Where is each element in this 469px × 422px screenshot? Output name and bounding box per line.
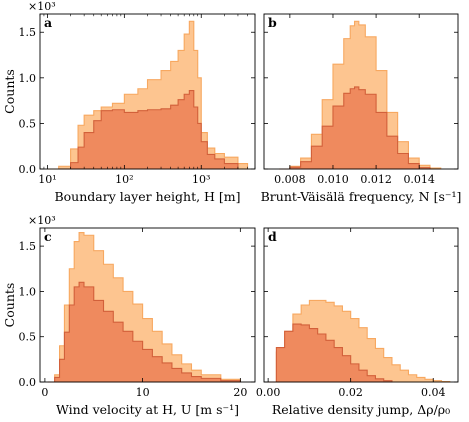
x-tick-label: 0.012: [360, 173, 392, 186]
axes-frame: [263, 13, 459, 170]
x-tick-label: 0: [41, 386, 48, 399]
panel-label: b: [268, 15, 277, 30]
x-axis-label: Brunt-Väisälä frequency, N [s⁻¹]: [261, 189, 462, 204]
x-tick-label: 0.00: [256, 386, 281, 399]
x-tick-label: 0.010: [317, 173, 349, 186]
y-multiplier: ×10³: [28, 0, 56, 13]
y-tick-label: 1.5: [19, 26, 37, 39]
x-axis-label: Relative density jump, Δρ/ρ₀: [272, 402, 450, 417]
y-tick-label: 0.5: [19, 117, 37, 130]
x-tick-label: 10²: [115, 173, 133, 186]
panel-c: 0 10 20 0.0 0.5 1.0 1.5 c Wind velocity at H, U …: [2, 214, 256, 417]
x-tick-label: 10³: [192, 173, 210, 186]
y-tick-label: 0.5: [19, 331, 37, 344]
histogram-subset: [279, 86, 431, 170]
histogram-subset: [58, 90, 239, 170]
y-tick-label: 1.0: [19, 72, 37, 85]
histogram-subset: [268, 323, 393, 383]
y-axis-label: Counts: [2, 69, 17, 114]
x-axis-label: Wind velocity at H, U [m s⁻¹]: [56, 402, 239, 417]
x-tick-label: 0.04: [421, 386, 446, 399]
panel-b: 0.008 0.010 0.012 0.014 b Brunt-Väisälä frequ…: [261, 13, 462, 204]
panel-d: 0.00 0.02 0.04 d Relative density jump, Δρ/ρ…: [256, 227, 459, 417]
y-tick-label: 1.0: [19, 285, 37, 298]
y-multiplier: ×10³: [28, 214, 56, 227]
axes-frame: [263, 227, 459, 383]
y-tick-label: 1.5: [19, 240, 37, 253]
x-tick-label: 20: [233, 386, 247, 399]
x-tick-label: 0.008: [274, 173, 306, 186]
x-tick-label: 0.02: [338, 386, 363, 399]
axes-frame: [39, 227, 256, 383]
panel-label: c: [44, 229, 52, 244]
panel-label: a: [44, 15, 52, 30]
x-tick-label: 10¹: [38, 173, 56, 186]
y-tick-label: 0.0: [19, 163, 37, 176]
panel-a: 10¹ 10² 10³ 0.0 0.5 1.0 1.5 a Boundary layer hei…: [2, 0, 256, 204]
y-axis-label: Counts: [2, 283, 17, 328]
panel-label: d: [268, 229, 277, 244]
x-tick-label: 0.014: [403, 173, 435, 186]
histogram-subset: [47, 281, 241, 383]
y-tick-label: 0.0: [19, 376, 37, 389]
x-tick-label: 10: [136, 386, 150, 399]
x-axis-label: Boundary layer height, H [m]: [54, 189, 240, 204]
